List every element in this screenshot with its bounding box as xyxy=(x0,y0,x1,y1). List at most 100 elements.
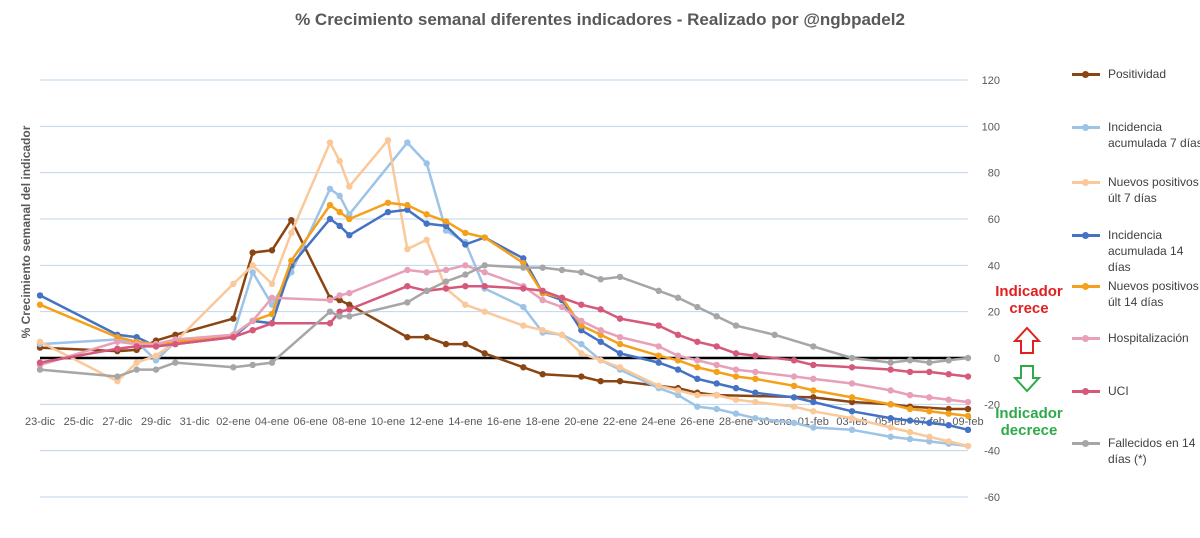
data-point xyxy=(346,306,353,313)
data-point xyxy=(713,361,720,369)
data-point xyxy=(404,333,411,341)
data-point xyxy=(945,421,952,429)
data-point xyxy=(597,338,604,345)
data-point xyxy=(694,403,701,410)
data-point xyxy=(326,185,334,193)
data-point xyxy=(336,296,343,304)
data-point xyxy=(230,315,237,322)
data-point xyxy=(578,317,585,325)
x-tick-label: 16-ene xyxy=(487,416,521,428)
data-point xyxy=(616,350,624,357)
data-point xyxy=(790,403,798,410)
legend: Positividad Incidencia acumulada 7 días … xyxy=(1062,0,1200,538)
data-point xyxy=(442,340,450,348)
data-point xyxy=(152,352,160,359)
data-point xyxy=(268,310,276,318)
data-point xyxy=(906,435,914,443)
series-line xyxy=(39,264,969,404)
y-tick-label: 60 xyxy=(988,214,1000,226)
data-point xyxy=(906,357,914,364)
data-point xyxy=(887,415,894,422)
data-point xyxy=(36,301,44,308)
data-point xyxy=(597,276,604,283)
data-point xyxy=(520,322,527,329)
data-point xyxy=(404,206,411,213)
data-point xyxy=(964,442,972,450)
data-point xyxy=(346,215,353,223)
data-point xyxy=(249,249,256,256)
data-point xyxy=(539,264,546,271)
data-point xyxy=(810,361,817,369)
x-tick-label: 28-ene xyxy=(719,416,753,428)
data-point xyxy=(36,338,44,345)
y-axis-ticks: 120 100 80 60 40 20 0 -20 -40 -60 xyxy=(982,75,1000,504)
data-point xyxy=(713,368,720,376)
legend-swatch xyxy=(1072,335,1100,342)
data-point xyxy=(887,366,894,373)
data-point xyxy=(442,218,450,225)
data-point xyxy=(539,287,546,295)
data-point xyxy=(578,327,585,334)
data-point xyxy=(384,137,392,144)
data-point xyxy=(423,333,430,341)
y-tick-label: -20 xyxy=(984,399,1000,411)
legend-swatch xyxy=(1072,124,1100,131)
data-point xyxy=(249,262,256,269)
data-point xyxy=(790,357,798,364)
indicator-down-note: Indicador decrece xyxy=(995,405,1063,439)
data-point xyxy=(597,357,604,364)
data-point xyxy=(133,343,140,350)
data-point xyxy=(133,359,140,366)
data-point xyxy=(268,247,276,254)
data-point xyxy=(152,366,160,373)
data-point xyxy=(558,303,566,311)
data-point xyxy=(539,371,546,378)
data-point xyxy=(848,364,856,371)
data-point xyxy=(423,220,430,227)
data-point xyxy=(906,405,914,413)
data-point xyxy=(790,394,798,401)
data-point xyxy=(906,368,914,376)
y-tick-label: 120 xyxy=(982,75,1000,87)
data-point xyxy=(336,308,343,315)
series-layer xyxy=(36,137,972,450)
data-point xyxy=(926,438,933,445)
data-point xyxy=(964,426,972,434)
data-point xyxy=(964,354,972,362)
chart-title: % Crecimiento semanal diferentes indicad… xyxy=(295,10,905,29)
x-tick-label: 20-ene xyxy=(564,416,598,428)
up-arrow-icon xyxy=(1012,326,1042,354)
data-point xyxy=(336,292,343,299)
data-point xyxy=(346,313,353,320)
data-point xyxy=(578,301,585,308)
data-point xyxy=(288,257,295,264)
data-point xyxy=(926,368,933,376)
data-point xyxy=(172,340,179,348)
data-point xyxy=(810,387,817,394)
x-tick-label: 23-dic xyxy=(25,416,55,428)
data-point xyxy=(462,241,469,248)
legend-label: Fallecidos en 14 días (*) xyxy=(1108,436,1196,466)
data-point xyxy=(752,375,759,383)
series-6 xyxy=(36,262,972,406)
y-tick-label: 0 xyxy=(994,353,1000,365)
x-tick-label: 27-dic xyxy=(102,416,132,428)
legend-label: Hospitalización xyxy=(1108,331,1189,345)
data-point xyxy=(674,387,682,394)
data-point xyxy=(752,389,759,396)
data-point xyxy=(597,331,604,339)
data-point xyxy=(36,366,44,373)
x-tick-label: 02-ene xyxy=(216,416,250,428)
x-tick-label: 18-ene xyxy=(526,416,560,428)
data-point xyxy=(655,343,662,350)
data-point xyxy=(384,208,392,216)
data-point xyxy=(848,394,856,401)
data-point xyxy=(326,139,334,146)
data-point xyxy=(481,350,488,357)
data-point xyxy=(810,375,817,383)
data-point xyxy=(539,296,546,304)
data-point xyxy=(810,424,817,431)
data-point xyxy=(732,384,740,392)
data-point xyxy=(346,183,353,190)
data-point xyxy=(655,287,662,295)
